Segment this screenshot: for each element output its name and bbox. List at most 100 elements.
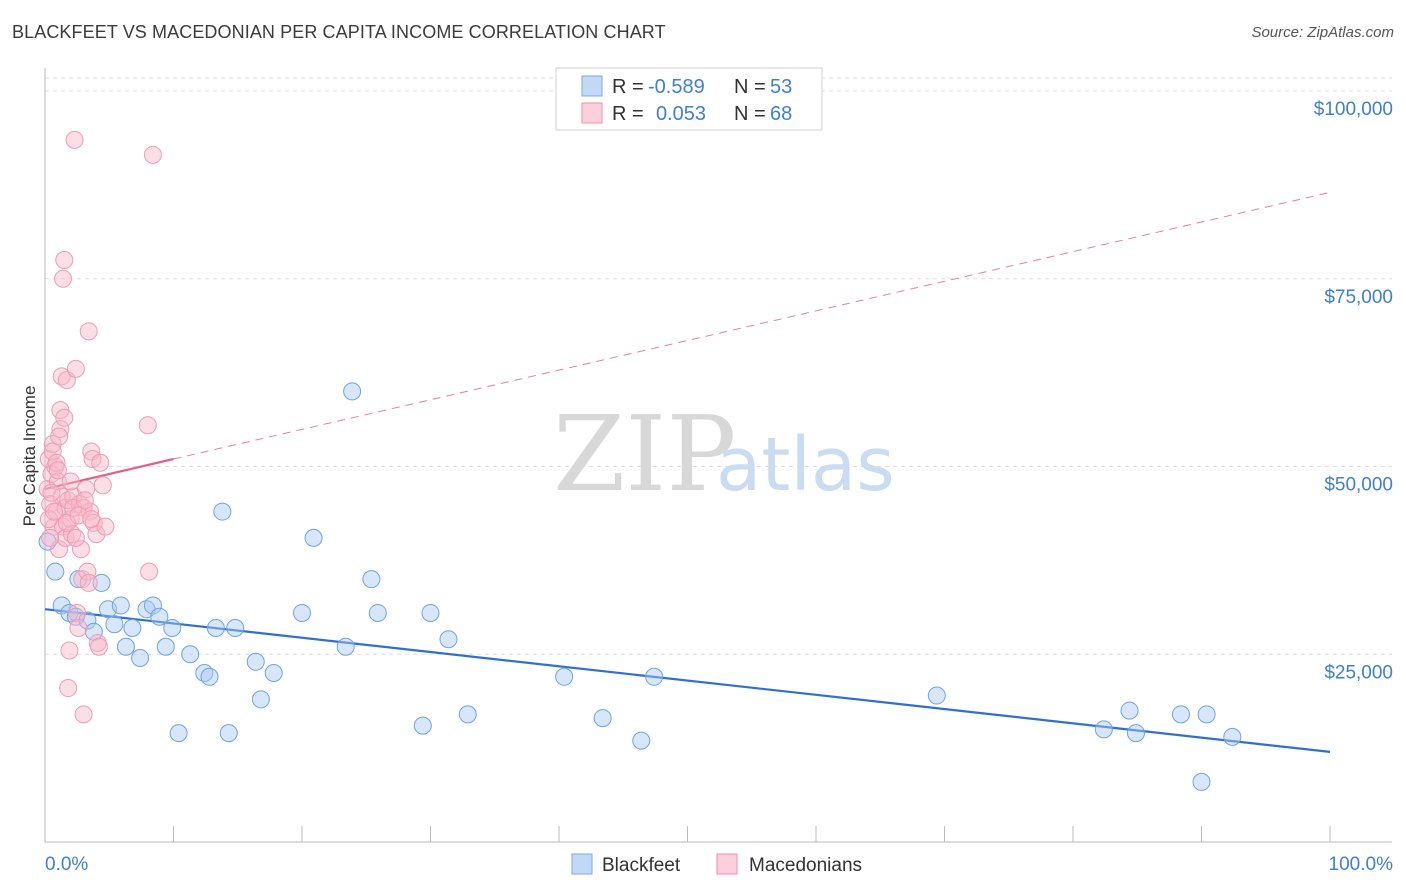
y-axis-title: Per Capita Income xyxy=(20,386,39,527)
point-blackfeet-23 xyxy=(200,667,219,686)
point-macedonians-56 xyxy=(47,453,66,472)
point-blackfeet-34 xyxy=(343,382,362,401)
point-blackfeet-42 xyxy=(593,709,612,728)
point-macedonians-49 xyxy=(138,416,157,435)
y-tick-labels: $25,000 $50,000 $75,000 $100,000 xyxy=(1314,99,1393,683)
point-blackfeet-27 xyxy=(226,618,245,637)
point-macedonians-38 xyxy=(79,573,98,592)
point-blackfeet-18 xyxy=(156,637,175,656)
point-blackfeet-26 xyxy=(219,724,238,743)
point-macedonians-31 xyxy=(71,540,90,559)
point-macedonians-57 xyxy=(48,461,67,480)
x-tick-label-0: 0.0% xyxy=(45,854,88,875)
point-blackfeet-21 xyxy=(181,645,200,664)
point-blackfeet-30 xyxy=(264,664,283,683)
point-blackfeet-24 xyxy=(206,618,225,637)
legend-r-value-1: -0.589 xyxy=(648,76,705,98)
legend-n-value-1: 53 xyxy=(770,76,792,98)
point-blackfeet-13 xyxy=(123,618,142,637)
point-macedonians-21 xyxy=(60,641,79,660)
legend-swatch-macedonians xyxy=(581,102,603,124)
point-blackfeet-12 xyxy=(116,637,135,656)
point-blackfeet-44 xyxy=(645,667,664,686)
point-blackfeet-50 xyxy=(1197,705,1216,724)
point-macedonians-27 xyxy=(66,359,85,378)
y-tick-label-1: $50,000 xyxy=(1324,475,1393,496)
y-tick-label-2: $75,000 xyxy=(1324,287,1393,308)
point-blackfeet-10 xyxy=(105,615,124,634)
point-blackfeet-38 xyxy=(421,603,440,622)
watermark-zip: ZIP xyxy=(553,393,736,515)
point-macedonians-28 xyxy=(68,603,87,622)
point-macedonians-16 xyxy=(55,250,74,269)
point-blackfeet-28 xyxy=(246,652,265,671)
point-blackfeet-49 xyxy=(1171,705,1190,724)
point-macedonians-48 xyxy=(96,517,115,536)
point-blackfeet-25 xyxy=(213,502,232,521)
bottom-legend-swatch-macedonians xyxy=(716,853,738,875)
point-blackfeet-35 xyxy=(362,570,381,589)
point-blackfeet-36 xyxy=(368,603,387,622)
point-blackfeet-1 xyxy=(46,562,65,581)
point-blackfeet-41 xyxy=(555,667,574,686)
point-blackfeet-39 xyxy=(439,630,458,649)
point-macedonians-66 xyxy=(82,510,101,529)
point-macedonians-58 xyxy=(50,427,69,446)
point-macedonians-4 xyxy=(43,434,62,453)
gridlines xyxy=(45,77,1392,655)
point-macedonians-67 xyxy=(41,528,60,547)
point-blackfeet-46 xyxy=(1094,720,1113,739)
point-blackfeet-20 xyxy=(169,724,188,743)
point-macedonians-55 xyxy=(44,502,63,521)
point-macedonians-22 xyxy=(59,679,78,698)
point-macedonians-45 xyxy=(89,637,108,656)
data-points xyxy=(38,130,1242,791)
point-blackfeet-45 xyxy=(927,686,946,705)
point-macedonians-50 xyxy=(140,562,159,581)
point-macedonians-37 xyxy=(79,322,98,341)
legend-r-label-2: R = xyxy=(612,103,644,125)
point-blackfeet-48 xyxy=(1126,724,1145,743)
point-blackfeet-33 xyxy=(336,637,355,656)
x-tick-labels: 0.0% 100.0% xyxy=(45,854,1393,875)
watermark: ZIP atlas xyxy=(553,393,895,515)
y-tick-label-3: $100,000 xyxy=(1314,99,1393,120)
point-macedonians-26 xyxy=(65,130,84,149)
point-blackfeet-17 xyxy=(150,607,169,626)
point-blackfeet-29 xyxy=(251,690,270,709)
bottom-legend-label-macedonians: Macedonians xyxy=(749,855,862,876)
x-tick-label-1: 100.0% xyxy=(1329,854,1394,875)
point-blackfeet-2 xyxy=(52,596,71,615)
point-blackfeet-43 xyxy=(632,731,651,750)
point-macedonians-51 xyxy=(143,145,162,164)
point-blackfeet-31 xyxy=(293,603,311,622)
point-macedonians-63 xyxy=(66,528,85,547)
point-macedonians-65 xyxy=(75,491,94,510)
bottom-legend: Blackfeet Macedonians xyxy=(571,853,862,876)
point-blackfeet-40 xyxy=(458,705,477,724)
watermark-atlas: atlas xyxy=(716,422,895,508)
point-blackfeet-6 xyxy=(78,611,97,630)
legend-n-value-2: 68 xyxy=(770,103,792,125)
point-macedonians-47 xyxy=(93,476,112,495)
legend-r-label-1: R = xyxy=(612,76,644,98)
point-blackfeet-19 xyxy=(163,618,182,637)
point-blackfeet-11 xyxy=(111,596,130,615)
point-blackfeet-47 xyxy=(1120,701,1139,720)
point-macedonians-53 xyxy=(42,483,61,502)
point-blackfeet-16 xyxy=(143,596,162,615)
point-macedonians-39 xyxy=(80,502,99,521)
point-blackfeet-32 xyxy=(304,528,323,547)
y-tick-label-0: $25,000 xyxy=(1324,662,1393,683)
point-macedonians-59 xyxy=(55,408,74,427)
legend-n-label-2: N = xyxy=(734,103,766,125)
legend-r-value-2: 0.053 xyxy=(656,103,706,125)
point-macedonians-46 xyxy=(91,453,110,472)
point-macedonians-29 xyxy=(69,618,88,637)
legend-box: R = -0.589 N = 53 R = 0.053 N = 68 xyxy=(555,67,823,131)
point-blackfeet-52 xyxy=(1192,772,1211,791)
point-macedonians-34 xyxy=(74,705,93,724)
point-blackfeet-51 xyxy=(1223,727,1242,746)
point-macedonians-10 xyxy=(51,419,70,438)
